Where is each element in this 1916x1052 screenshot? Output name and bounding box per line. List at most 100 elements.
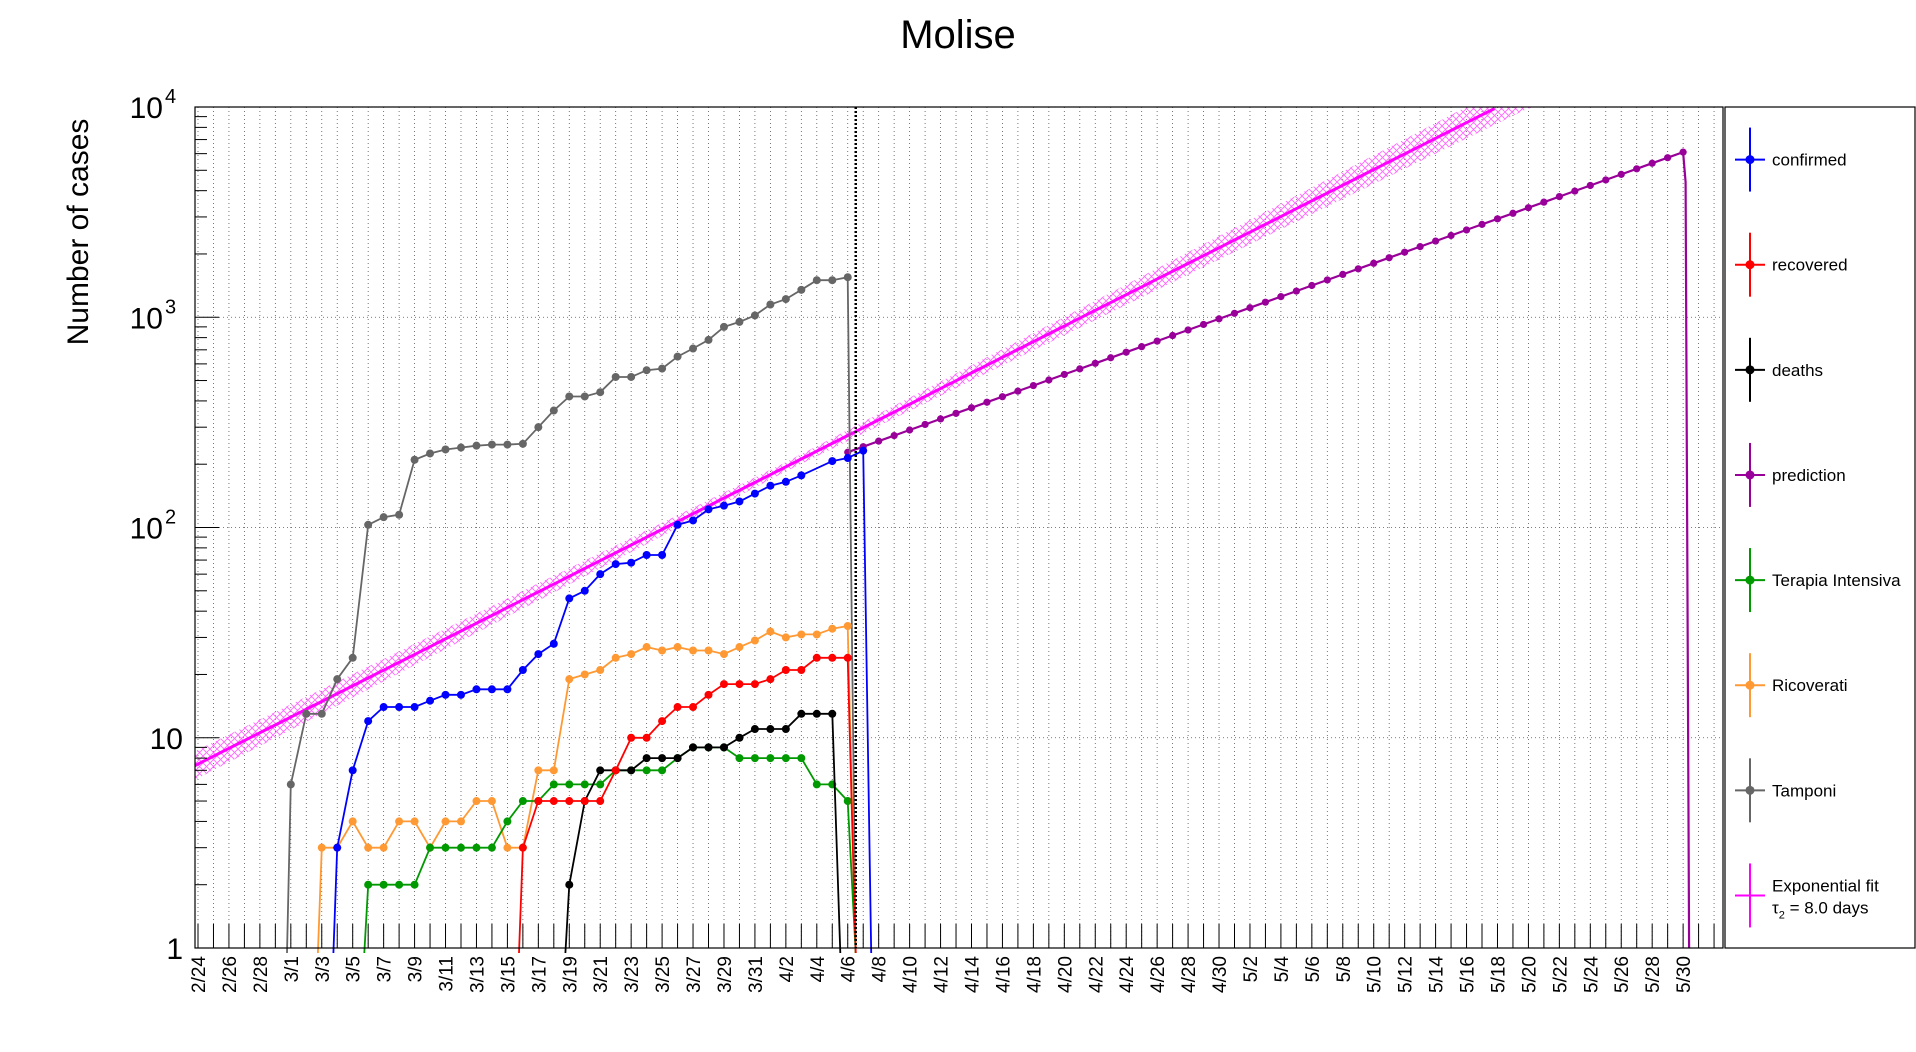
data-point bbox=[487, 440, 496, 449]
prediction-point bbox=[1354, 265, 1362, 273]
y-tick-label: 10 bbox=[130, 302, 163, 335]
data-point bbox=[750, 725, 759, 734]
data-point bbox=[673, 754, 682, 763]
data-point bbox=[750, 311, 759, 320]
data-point bbox=[843, 273, 852, 282]
x-tick-label: 5/2 bbox=[1241, 956, 1262, 982]
x-tick-label: 5/10 bbox=[1365, 956, 1386, 993]
prediction-point bbox=[1014, 387, 1022, 395]
data-point bbox=[735, 643, 744, 652]
data-point bbox=[781, 725, 790, 734]
data-point bbox=[395, 510, 404, 519]
data-point bbox=[364, 717, 373, 726]
data-point bbox=[441, 445, 450, 454]
data-point bbox=[828, 624, 837, 633]
data-point bbox=[565, 797, 574, 806]
prediction-point bbox=[936, 415, 945, 423]
x-tick-label: 5/16 bbox=[1458, 956, 1479, 993]
x-tick-label: 5/14 bbox=[1427, 956, 1448, 993]
data-point bbox=[750, 680, 759, 689]
x-tick-label: 5/28 bbox=[1643, 956, 1664, 993]
data-point bbox=[565, 880, 574, 889]
x-tick-label: 5/4 bbox=[1272, 956, 1293, 983]
data-point bbox=[812, 630, 821, 639]
data-point bbox=[735, 680, 744, 689]
data-point bbox=[379, 843, 388, 852]
data-point bbox=[611, 653, 620, 662]
data-point bbox=[410, 455, 419, 464]
x-tick-label: 3/23 bbox=[622, 956, 643, 993]
data-point bbox=[843, 622, 852, 631]
prediction-point bbox=[1199, 320, 1208, 329]
data-point bbox=[797, 471, 806, 480]
data-point bbox=[456, 690, 465, 699]
prediction-point bbox=[1447, 231, 1455, 240]
data-point bbox=[379, 880, 388, 889]
data-point bbox=[426, 449, 435, 458]
legend-box bbox=[1724, 106, 1916, 949]
x-tick-label: 5/20 bbox=[1519, 956, 1540, 993]
prediction-point bbox=[1509, 209, 1517, 217]
grid bbox=[195, 107, 1723, 948]
x-tick-label: 4/30 bbox=[1210, 956, 1231, 993]
data-point bbox=[673, 703, 682, 712]
data-point bbox=[596, 666, 605, 675]
prediction-point bbox=[1478, 220, 1486, 228]
data-point bbox=[518, 439, 527, 448]
data-point bbox=[518, 843, 527, 852]
data-point bbox=[642, 766, 651, 775]
data-point bbox=[689, 646, 698, 655]
data-point bbox=[596, 780, 605, 789]
data-point bbox=[565, 392, 574, 401]
data-point bbox=[689, 743, 698, 752]
data-point bbox=[426, 843, 435, 852]
data-point bbox=[812, 276, 821, 285]
data-point bbox=[766, 300, 775, 309]
data-point bbox=[611, 560, 620, 569]
data-point bbox=[534, 766, 543, 775]
legend-label: Tamponi bbox=[1772, 781, 1836, 800]
prediction-point bbox=[952, 409, 960, 417]
x-tick-label: 3/27 bbox=[684, 956, 705, 993]
data-point bbox=[689, 516, 698, 525]
data-point bbox=[735, 317, 744, 326]
data-point bbox=[735, 497, 744, 506]
prediction-point bbox=[890, 431, 898, 440]
prediction-point bbox=[1292, 287, 1300, 295]
data-point bbox=[797, 754, 806, 763]
data-point bbox=[658, 646, 667, 655]
y-tick-exponent: 2 bbox=[165, 507, 176, 529]
legend-item-deaths: deaths bbox=[1735, 337, 1823, 402]
data-point bbox=[673, 520, 682, 529]
x-tick-label: 4/28 bbox=[1179, 956, 1200, 993]
prediction-point bbox=[1339, 270, 1347, 279]
prediction-point bbox=[1308, 281, 1316, 290]
data-point bbox=[580, 670, 589, 679]
y-tick-label: 10 bbox=[130, 513, 163, 546]
series-ricoverati bbox=[317, 622, 857, 954]
data-point bbox=[812, 709, 821, 718]
legend-marker-point bbox=[1745, 260, 1755, 270]
data-point bbox=[580, 780, 589, 789]
y-tick-label: 10 bbox=[150, 723, 183, 756]
data-point bbox=[781, 633, 790, 642]
x-tick-label: 3/7 bbox=[375, 956, 396, 982]
data-point bbox=[472, 685, 481, 694]
legend-label: Exponential fit bbox=[1772, 876, 1879, 895]
data-point bbox=[781, 666, 790, 675]
legend-sub-rest: = 8.0 days bbox=[1785, 898, 1869, 917]
data-point bbox=[750, 754, 759, 763]
x-tick-label: 4/14 bbox=[963, 956, 984, 993]
data-point bbox=[704, 335, 713, 344]
data-point bbox=[750, 636, 759, 645]
prediction-point bbox=[1107, 354, 1115, 362]
series-tamponi bbox=[286, 273, 857, 954]
data-point bbox=[797, 666, 806, 675]
data-point bbox=[689, 344, 698, 353]
data-point bbox=[658, 364, 667, 373]
data-point bbox=[580, 586, 589, 595]
data-point bbox=[828, 457, 837, 466]
data-point bbox=[487, 797, 496, 806]
y-axis-label: Number of cases bbox=[62, 119, 95, 346]
